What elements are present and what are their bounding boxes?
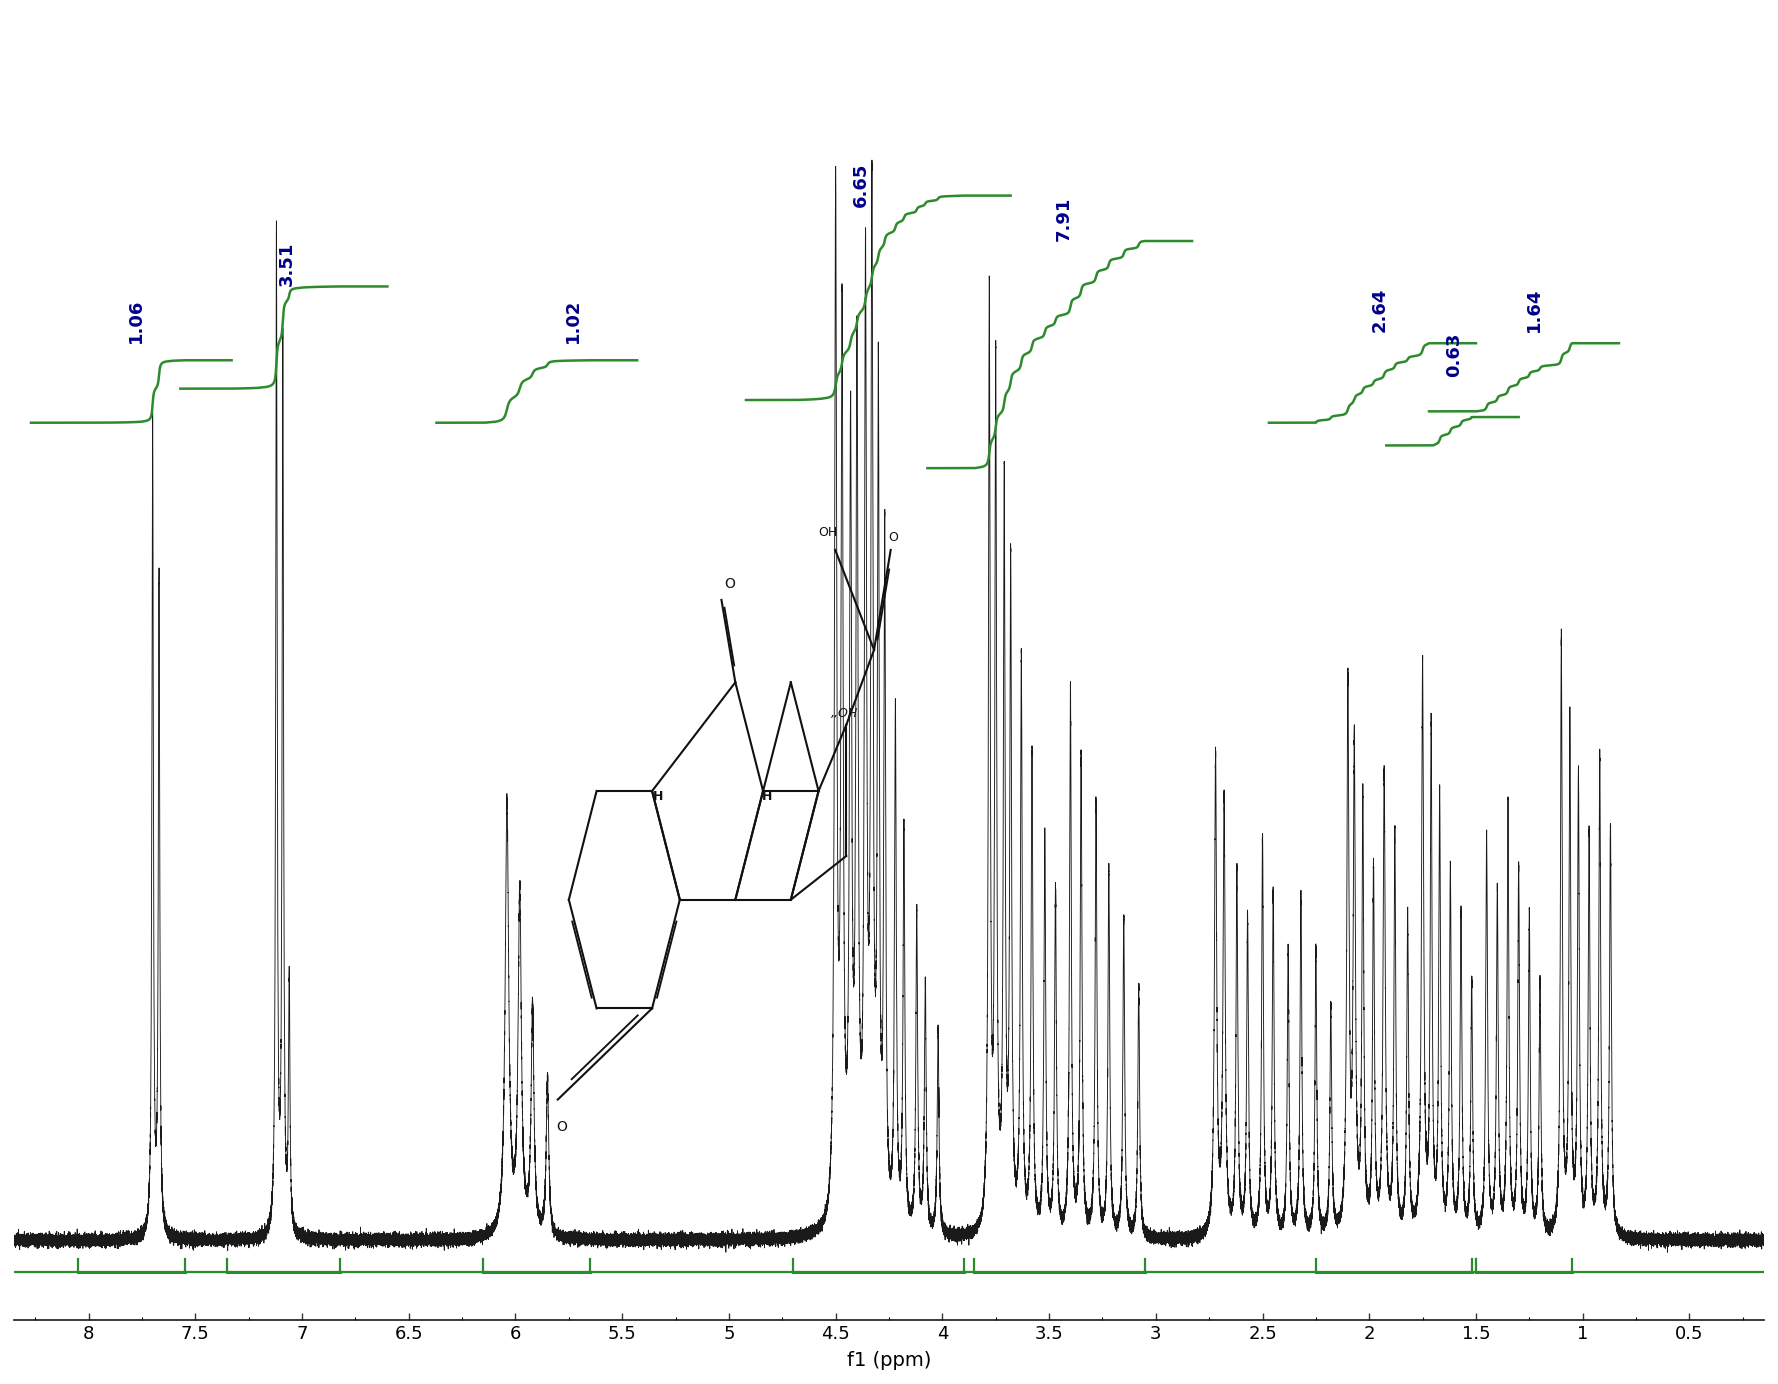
Text: O: O — [725, 577, 736, 591]
Text: OH: OH — [818, 526, 837, 538]
Text: 1.06: 1.06 — [126, 299, 144, 343]
X-axis label: f1 (ppm): f1 (ppm) — [846, 1351, 932, 1370]
Text: 1.64: 1.64 — [1524, 288, 1543, 332]
Text: ,,OH: ,,OH — [832, 707, 859, 720]
Text: 7.91: 7.91 — [1054, 197, 1072, 241]
Text: 6.65: 6.65 — [852, 162, 869, 208]
Text: H: H — [763, 790, 772, 803]
Text: O: O — [557, 1120, 567, 1133]
Text: H: H — [653, 790, 663, 803]
Text: O: O — [889, 531, 898, 544]
Text: 0.63: 0.63 — [1446, 334, 1463, 378]
Text: 3.51: 3.51 — [277, 242, 297, 286]
Text: 2.64: 2.64 — [1371, 288, 1389, 332]
Text: 1.02: 1.02 — [564, 299, 581, 343]
